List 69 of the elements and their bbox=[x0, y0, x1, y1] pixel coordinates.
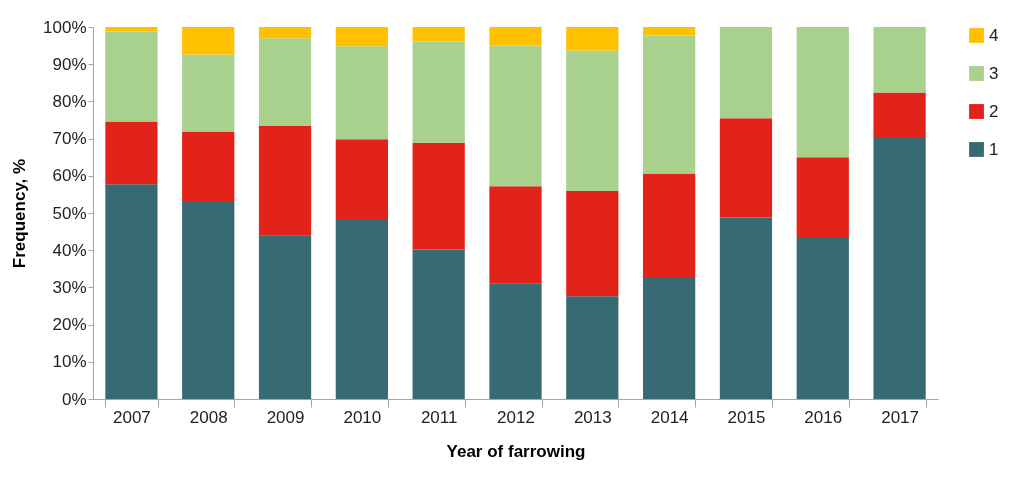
x-tick-label: 2017 bbox=[881, 407, 919, 427]
bar bbox=[873, 92, 926, 138]
x-tick-label: 2010 bbox=[343, 407, 382, 427]
bar bbox=[566, 50, 619, 192]
bar bbox=[873, 137, 926, 399]
bar bbox=[335, 220, 388, 399]
y-tick-label: 40% bbox=[52, 240, 87, 260]
bar bbox=[182, 131, 235, 202]
bar bbox=[412, 41, 465, 143]
y-tick-label: 10% bbox=[52, 352, 87, 372]
x-tick-label: 2011 bbox=[420, 407, 458, 427]
bar bbox=[643, 35, 696, 174]
bar bbox=[258, 235, 312, 399]
bar bbox=[566, 191, 619, 297]
bar bbox=[258, 27, 312, 39]
bar bbox=[412, 27, 465, 42]
bar bbox=[489, 186, 542, 284]
bar bbox=[719, 118, 773, 218]
legend-label: 2 bbox=[989, 101, 999, 121]
bar bbox=[182, 27, 235, 55]
x-tick-label: 2012 bbox=[497, 407, 535, 427]
x-tick-label: 2015 bbox=[727, 407, 766, 427]
bar bbox=[412, 142, 465, 250]
y-tick-label: 90% bbox=[52, 54, 87, 74]
bar bbox=[182, 201, 235, 399]
bar bbox=[105, 184, 158, 399]
bar bbox=[643, 278, 696, 399]
bar bbox=[566, 296, 619, 399]
x-tick-label: 2008 bbox=[189, 407, 228, 427]
y-tick-label: 60% bbox=[52, 166, 87, 186]
bar bbox=[643, 173, 696, 279]
bar bbox=[105, 31, 158, 122]
bar bbox=[335, 139, 388, 221]
x-axis-title: Year of farrowing bbox=[446, 441, 586, 461]
y-tick-label: 50% bbox=[52, 203, 87, 223]
legend-label: 3 bbox=[989, 63, 999, 83]
bar bbox=[105, 27, 158, 32]
bar bbox=[566, 27, 619, 51]
bar bbox=[796, 157, 849, 238]
bar bbox=[489, 27, 542, 46]
bar bbox=[489, 45, 542, 187]
bar bbox=[335, 46, 388, 140]
bar bbox=[412, 249, 465, 399]
bar bbox=[719, 27, 773, 119]
bar bbox=[258, 125, 312, 236]
legend-label: 1 bbox=[989, 139, 999, 159]
y-tick-label: 30% bbox=[52, 277, 87, 297]
x-tick-label: 2014 bbox=[650, 407, 689, 427]
bar bbox=[643, 27, 696, 36]
bar bbox=[873, 27, 926, 93]
bar bbox=[335, 27, 388, 47]
x-tick-label: 2016 bbox=[804, 407, 843, 427]
bar bbox=[719, 217, 773, 399]
bar bbox=[796, 27, 849, 158]
y-tick-label: 80% bbox=[52, 91, 87, 111]
y-tick-label: 20% bbox=[52, 315, 87, 335]
x-tick-label: 2013 bbox=[573, 407, 612, 427]
y-axis-title: Frequency, % bbox=[10, 158, 30, 269]
x-tick-label: 2007 bbox=[113, 407, 151, 427]
x-tick-label: 2009 bbox=[266, 407, 305, 427]
bar bbox=[258, 38, 312, 126]
y-tick-label: 0% bbox=[61, 389, 87, 409]
bar bbox=[489, 283, 542, 399]
bar bbox=[796, 237, 849, 399]
y-tick-label: 100% bbox=[43, 17, 87, 37]
bar bbox=[105, 121, 158, 185]
legend-label: 4 bbox=[989, 25, 999, 45]
bar bbox=[182, 54, 235, 132]
y-tick-label: 70% bbox=[52, 129, 87, 149]
